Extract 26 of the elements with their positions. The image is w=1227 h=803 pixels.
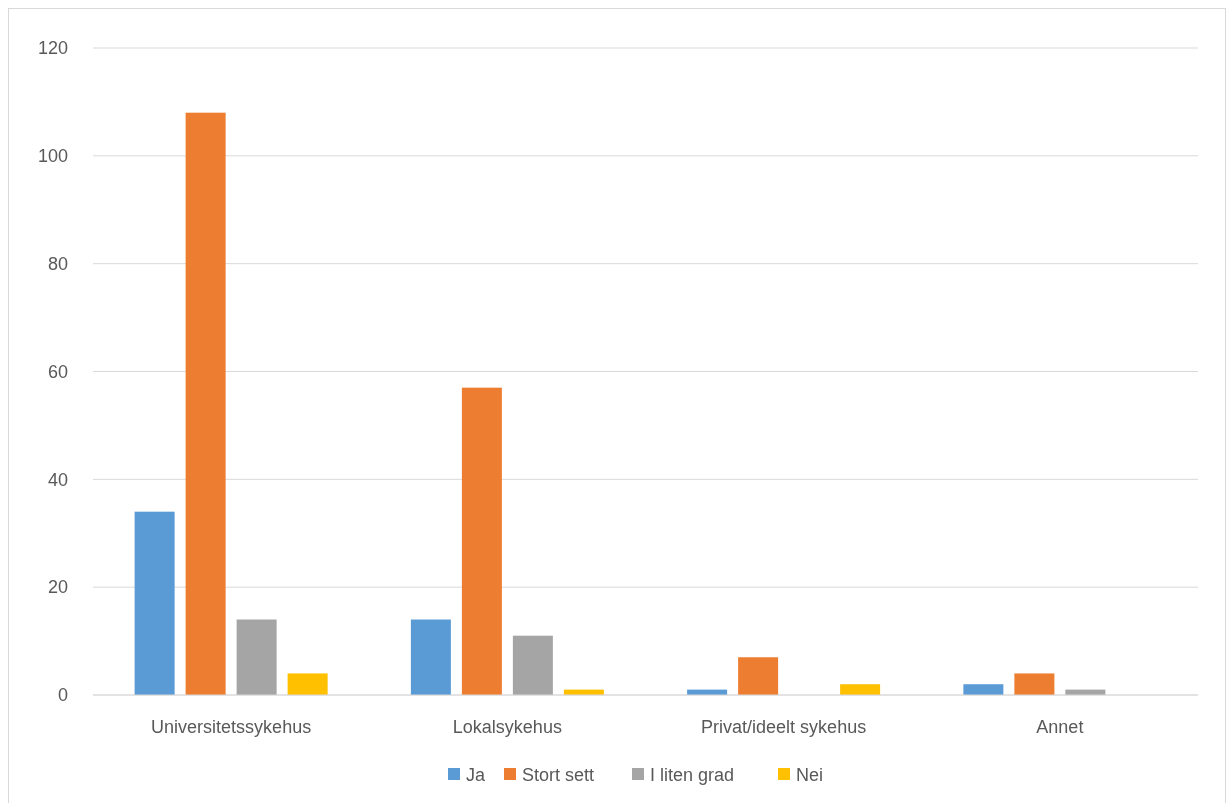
bar xyxy=(410,619,451,695)
bar xyxy=(134,511,175,695)
y-tick-label: 120 xyxy=(37,38,68,59)
x-tick-label: Annet xyxy=(1036,717,1084,737)
bar xyxy=(738,657,779,695)
y-tick-label: 80 xyxy=(47,253,68,274)
legend-label: Stort sett xyxy=(522,765,595,786)
y-tick-label: 0 xyxy=(57,685,68,706)
bar xyxy=(1014,673,1055,695)
x-tick-label: Privat/ideelt sykehus xyxy=(701,717,867,737)
legend-label: I liten grad xyxy=(650,765,735,786)
bar xyxy=(512,635,553,695)
bar xyxy=(236,619,277,695)
bar xyxy=(461,387,502,695)
y-tick-label: 20 xyxy=(47,577,68,598)
bar xyxy=(963,684,1004,695)
bar xyxy=(840,684,881,695)
y-tick-label: 100 xyxy=(37,146,68,167)
legend-label: Nei xyxy=(796,765,824,786)
x-tick-label: Universitetssykehus xyxy=(151,717,312,737)
y-tick-label: 60 xyxy=(47,361,68,382)
y-tick-label: 40 xyxy=(47,469,68,490)
bar xyxy=(185,112,226,695)
bar xyxy=(287,673,328,695)
x-tick-label: Lokalsykehus xyxy=(452,717,562,737)
legend-label: Ja xyxy=(466,765,486,786)
